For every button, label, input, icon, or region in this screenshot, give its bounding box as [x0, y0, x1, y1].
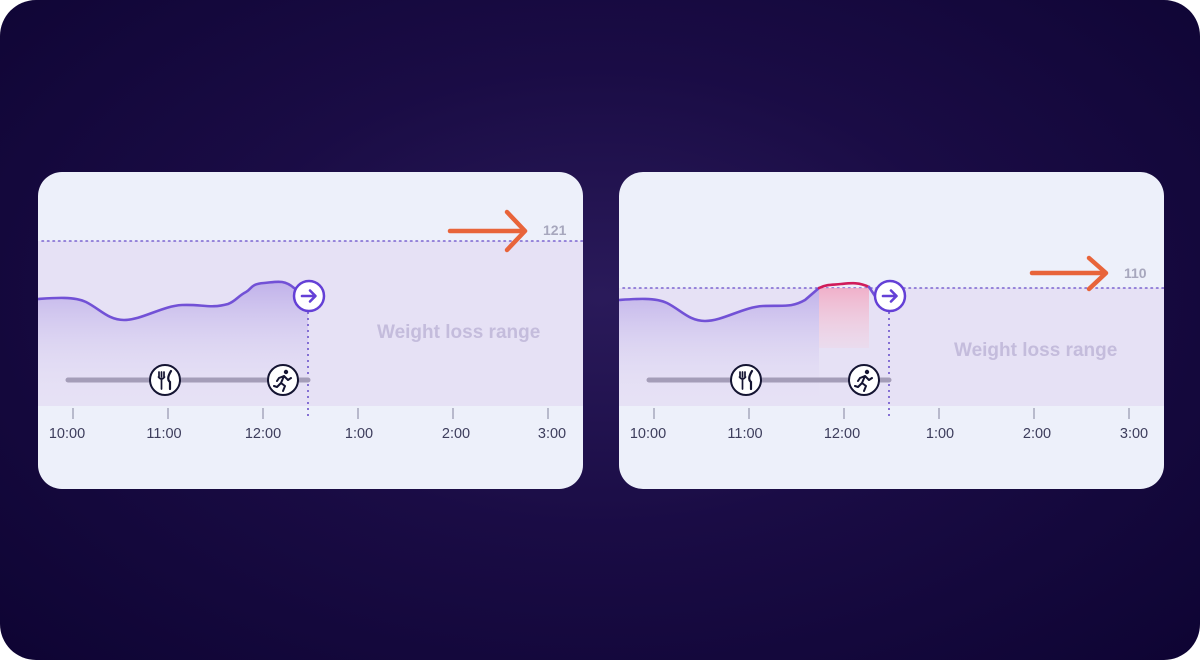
time-label: 10:00	[629, 426, 667, 442]
time-label: 3:00	[1119, 426, 1149, 442]
time-label: 3:00	[537, 426, 567, 442]
weight-line	[619, 286, 821, 323]
time-label: 1:00	[344, 426, 374, 442]
chart-card-right: Weight loss range 110 10:00 11:00 12:00 …	[619, 172, 1164, 489]
weight-line	[38, 280, 310, 322]
threshold-value: 121	[543, 222, 567, 238]
utensils-icon[interactable]	[149, 364, 181, 396]
time-label: 2:00	[1022, 426, 1052, 442]
arrow-right-icon[interactable]	[292, 279, 326, 313]
time-label: 12:00	[244, 426, 282, 442]
chart-svg-right	[619, 255, 1164, 420]
chart-svg-left	[38, 209, 583, 420]
orange-arrow-icon	[1029, 255, 1109, 292]
area-fill	[619, 288, 819, 406]
zone-label: Weight loss range	[954, 340, 1118, 361]
chart-card-left: Weight loss range 121 10:00 11:00 12:00 …	[38, 172, 583, 489]
time-label: 1:00	[925, 426, 955, 442]
running-icon[interactable]	[848, 364, 880, 396]
spike-line	[817, 281, 871, 290]
running-icon[interactable]	[267, 364, 299, 396]
spike-zone	[819, 288, 869, 348]
area-fill	[38, 281, 308, 406]
threshold-value: 110	[1124, 265, 1147, 281]
arrow-right-icon[interactable]	[873, 279, 907, 313]
time-ticks	[653, 408, 1130, 419]
zone-label: Weight loss range	[377, 322, 541, 343]
time-label: 12:00	[823, 426, 861, 442]
time-label: 2:00	[441, 426, 471, 442]
time-label: 11:00	[146, 426, 182, 442]
utensils-icon[interactable]	[730, 364, 762, 396]
time-label: 11:00	[727, 426, 763, 442]
time-label: 10:00	[48, 426, 86, 442]
time-ticks	[72, 408, 549, 419]
orange-arrow-icon	[447, 209, 528, 253]
